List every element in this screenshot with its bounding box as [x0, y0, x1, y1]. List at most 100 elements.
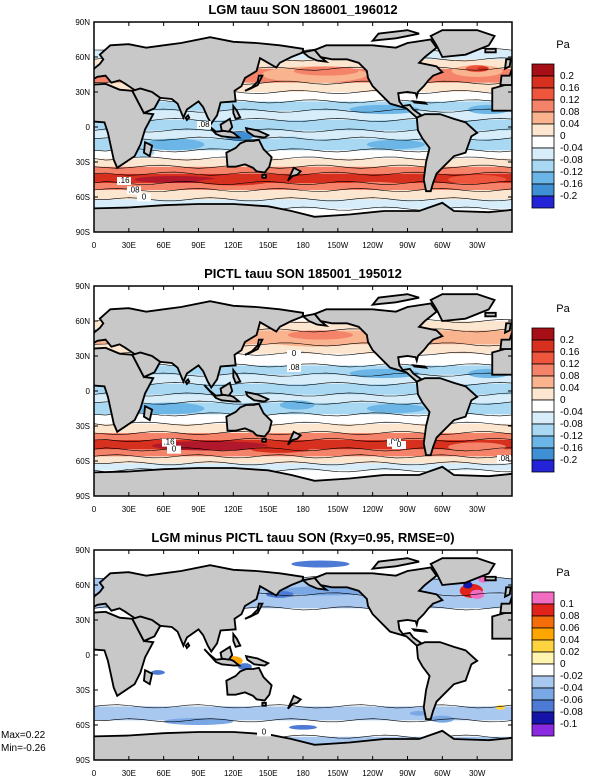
field-band: [94, 158, 512, 167]
contour-line: [94, 431, 512, 435]
field-band: [94, 374, 512, 384]
colorbar-label: -0.04: [560, 143, 583, 154]
field-anomaly: [291, 560, 350, 568]
contour-label-bg: [287, 364, 301, 372]
lat-tick-label: 60S: [76, 457, 90, 466]
colorbar-label: -0.16: [560, 443, 583, 454]
lon-tick-label: 90E: [191, 769, 205, 778]
contour-line: [94, 447, 512, 452]
colorbar-swatch: [531, 459, 555, 473]
field-band: [94, 173, 512, 183]
field-band: [94, 101, 512, 111]
colorbar-label: 0.1: [560, 599, 574, 610]
lat-tick-label: 30N: [75, 352, 90, 361]
field-band: [94, 449, 512, 457]
colorbar-swatch: [531, 663, 555, 677]
lon-tick-label: 30E: [122, 769, 136, 778]
lon-tick-label: 180: [296, 769, 310, 778]
field-band: [94, 433, 512, 440]
colorbar-swatch: [531, 351, 555, 365]
colorbar-swatch: [531, 615, 555, 629]
colorbar-unit: Pa: [556, 567, 570, 579]
field-anomaly: [250, 445, 309, 453]
lon-tick-label: 30E: [122, 241, 136, 250]
lat-tick-label: 30S: [76, 686, 90, 695]
stat-min: Min=-0.26: [1, 743, 46, 754]
lon-tick-label: 120E: [224, 505, 243, 514]
colorbar-swatch: [531, 435, 555, 449]
field-band: [94, 183, 512, 190]
field-anomaly: [198, 178, 269, 186]
colorbar-swatch: [531, 135, 555, 149]
lon-tick-label: 90W: [399, 505, 416, 514]
colorbar-swatch: [531, 675, 555, 689]
contour-label: 0: [292, 349, 297, 358]
colorbar-label: 0.12: [560, 95, 580, 106]
lon-tick-label: 30W: [469, 241, 486, 250]
colorbar-swatch: [531, 183, 555, 197]
map-panel: LGM tauu SON 186001_196012.08.16.08090N6…: [75, 2, 583, 250]
contour-label: .08: [288, 363, 300, 372]
contour-label-bg: [137, 193, 151, 202]
colorbar-label: -0.2: [560, 191, 578, 202]
contour-label: .16: [118, 176, 130, 185]
lon-tick-label: 180: [296, 505, 310, 514]
lon-tick-label: 120E: [224, 769, 243, 778]
colorbar-swatch: [531, 159, 555, 173]
field-anomaly: [150, 670, 165, 675]
field-band: [94, 384, 512, 395]
colorbar-label: 0: [560, 395, 566, 406]
lat-tick-label: 90N: [75, 546, 90, 555]
colorbar-label: 0: [560, 131, 566, 142]
field-band: [94, 440, 512, 450]
colorbar-swatch: [531, 99, 555, 113]
field-band: [94, 423, 512, 433]
field-band: [94, 706, 512, 721]
lon-tick-label: 120W: [362, 505, 383, 514]
colorbar-swatch: [531, 363, 555, 377]
colorbar-unit: Pa: [556, 303, 570, 315]
colorbar-label: -0.02: [560, 671, 583, 682]
contour-line: [94, 454, 512, 459]
colorbar-swatch: [531, 627, 555, 641]
colorbar-label: 0: [560, 659, 566, 670]
contour-label: 0: [142, 192, 147, 201]
colorbar-swatch: [531, 375, 555, 389]
contour-label: .08: [128, 185, 140, 194]
colorbar-swatch: [531, 399, 555, 413]
field-anomaly: [448, 442, 507, 452]
lon-tick-label: 150W: [327, 769, 348, 778]
map-panel: LGM minus PICTL tauu SON (Rxy=0.95, RMSE…: [75, 530, 583, 778]
stat-max: Max=0.22: [1, 730, 46, 741]
field-anomaly: [279, 400, 315, 410]
field-band: [94, 130, 512, 139]
contour-line: [94, 99, 512, 104]
colorbar-label: -0.12: [560, 431, 583, 442]
lat-tick-label: 90S: [76, 228, 90, 237]
colorbar-swatch: [531, 687, 555, 701]
lon-tick-label: 60W: [434, 505, 451, 514]
colorbar-label: 0.2: [560, 335, 574, 346]
field-anomaly: [343, 181, 402, 189]
colorbar-label: 0.2: [560, 71, 574, 82]
colorbar-label: -0.04: [560, 683, 583, 694]
lon-tick-label: 120W: [362, 241, 383, 250]
contour-line: [94, 181, 512, 185]
lon-tick-label: 150E: [259, 769, 278, 778]
contour-label-bg: [162, 438, 176, 447]
colorbar-label: -0.2: [560, 455, 578, 466]
lon-tick-label: 30W: [469, 505, 486, 514]
lon-tick-label: 150W: [327, 241, 348, 250]
field-band: [94, 365, 512, 375]
lon-tick-label: 120E: [224, 241, 243, 250]
colorbar-label: 0.04: [560, 119, 580, 130]
field-band: [94, 463, 512, 471]
field-anomaly: [146, 138, 205, 151]
lon-tick-label: 60E: [157, 241, 171, 250]
contour-label: .08: [498, 454, 510, 463]
contour-label: 0: [397, 440, 402, 449]
contour-line: [94, 704, 512, 709]
field-band: [94, 353, 512, 366]
lat-tick-label: 30S: [76, 158, 90, 167]
